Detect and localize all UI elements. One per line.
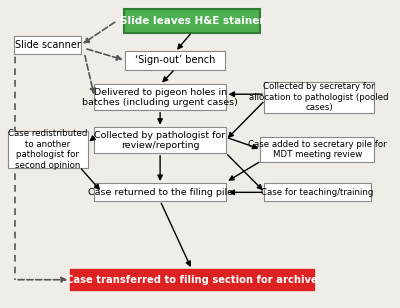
Text: ‘Sign-out’ bench: ‘Sign-out’ bench xyxy=(135,55,215,66)
Text: Delivered to pigeon holes in
batches (including urgent cases): Delivered to pigeon holes in batches (in… xyxy=(82,87,238,107)
Text: Collected by secretary for
allocation to pathologist (pooled
cases): Collected by secretary for allocation to… xyxy=(250,82,389,112)
Text: Case transferred to filing section for archive: Case transferred to filing section for a… xyxy=(66,275,318,285)
FancyBboxPatch shape xyxy=(260,137,374,161)
FancyBboxPatch shape xyxy=(125,51,226,70)
FancyBboxPatch shape xyxy=(94,127,226,153)
Text: Case added to secretary pile for
MDT meeting review: Case added to secretary pile for MDT mee… xyxy=(248,140,387,159)
FancyBboxPatch shape xyxy=(94,84,226,111)
FancyBboxPatch shape xyxy=(264,183,370,201)
Text: Case for teaching/training: Case for teaching/training xyxy=(261,188,374,197)
Text: Case redistributed
to another
pathologist for
second opinion: Case redistributed to another pathologis… xyxy=(8,129,88,169)
FancyBboxPatch shape xyxy=(70,269,314,290)
Text: Slide scanner: Slide scanner xyxy=(15,40,81,50)
FancyBboxPatch shape xyxy=(124,9,260,33)
Text: Case returned to the filing pile: Case returned to the filing pile xyxy=(88,188,233,197)
FancyBboxPatch shape xyxy=(14,36,81,54)
Text: Collected by pathologist for
review/reporting: Collected by pathologist for review/repo… xyxy=(94,131,226,150)
Text: Slide leaves H&E stainer: Slide leaves H&E stainer xyxy=(120,16,264,26)
FancyBboxPatch shape xyxy=(264,82,374,113)
FancyBboxPatch shape xyxy=(94,183,226,201)
FancyBboxPatch shape xyxy=(8,131,88,168)
